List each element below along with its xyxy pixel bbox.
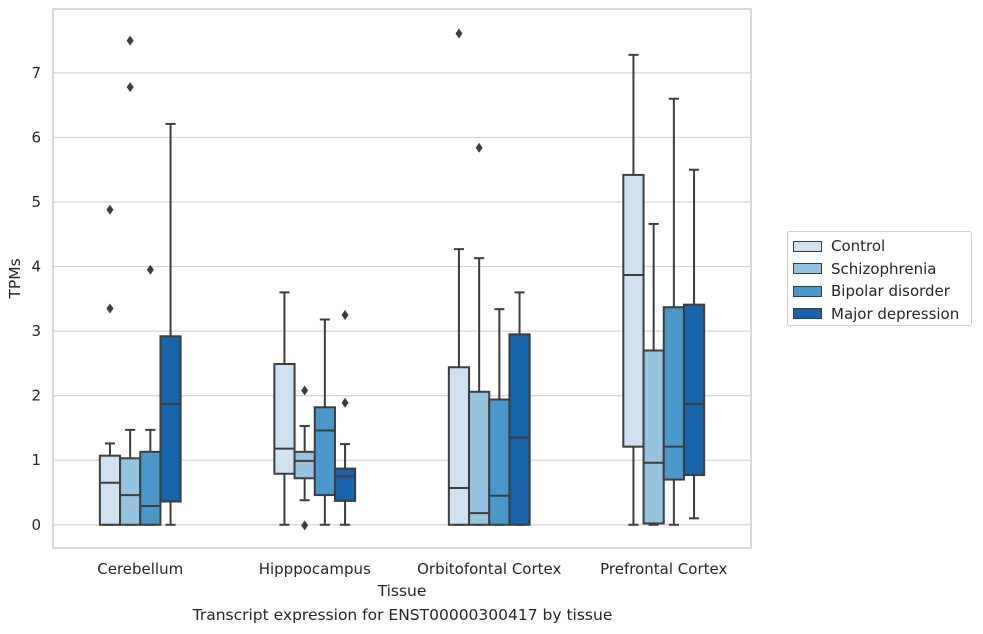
y-axis-label: TPMs: [6, 258, 24, 299]
box-body: [488, 398, 511, 526]
box-major-depression: [682, 168, 706, 520]
box-body: [508, 333, 531, 526]
legend-swatch: [793, 308, 822, 319]
outlier-point: [106, 303, 114, 314]
y-tick-label: 7: [31, 64, 41, 82]
x-tick-label: Cerebellum: [97, 560, 183, 578]
legend-item: Control: [793, 236, 885, 256]
box-body: [273, 363, 296, 475]
y-tick-label: 5: [31, 193, 41, 211]
box-body: [662, 306, 685, 481]
x-tick-label: Orbitofontal Cortex: [417, 560, 561, 578]
legend-item: Schizophrenia: [793, 259, 936, 279]
outlier-point: [106, 204, 114, 215]
box-major-depression: [508, 291, 531, 526]
legend-label: Control: [831, 237, 886, 255]
outlier-point: [301, 385, 309, 396]
box-body: [642, 349, 665, 525]
box-body: [139, 450, 162, 526]
y-tick-label: 3: [31, 322, 41, 340]
outlier-point: [126, 35, 134, 46]
box-control: [98, 204, 122, 526]
boxes: [98, 28, 706, 531]
y-tick-label: 1: [31, 451, 41, 469]
legend-swatch: [793, 240, 822, 252]
outlier-point: [475, 142, 483, 153]
axis-ticks: 0 1 2 3 4 5 6 7 Cerebellum Hipppocampus Orbitofont…: [31, 64, 727, 578]
box-major-depression: [159, 122, 182, 526]
box-bipolar-disorder: [662, 97, 685, 526]
y-tick-label: 4: [31, 258, 41, 276]
box-body: [98, 454, 122, 526]
x-axis-label: Tissue: [377, 582, 427, 600]
box-schizophrenia: [642, 222, 665, 526]
outlier-point: [455, 28, 463, 39]
box-body: [447, 366, 471, 526]
box-body: [293, 450, 316, 480]
box-body: [313, 406, 336, 497]
y-tick-label: 6: [31, 128, 41, 146]
box-body: [468, 390, 491, 526]
outlier-point: [301, 520, 309, 531]
legend-item: Major depression: [793, 304, 959, 324]
legend-label: Schizophrenia: [831, 259, 937, 278]
y-tick-label: 2: [31, 387, 41, 405]
box-major-depression: [333, 309, 357, 526]
box-body: [119, 457, 142, 526]
legend-label: Bipolar disorder: [831, 282, 950, 300]
box-body: [333, 467, 357, 502]
legend-label: Major depression: [831, 304, 960, 323]
box-body: [622, 173, 645, 448]
legend: Control Schizophrenia Bipolar disorder Majo…: [787, 231, 972, 326]
chart-caption: Transcript expression for ENST0000030041…: [192, 606, 613, 624]
box-control: [273, 291, 296, 526]
box-bipolar-disorder: [313, 318, 336, 526]
box-control: [447, 28, 471, 526]
outlier-point: [341, 397, 349, 408]
box-schizophrenia: [293, 385, 316, 531]
x-tick-label: Hipppocampus: [259, 560, 371, 578]
box-bipolar-disorder: [488, 308, 511, 526]
legend-swatch: [793, 285, 822, 297]
box-body: [682, 303, 706, 477]
box-body: [159, 335, 182, 503]
outlier-point: [341, 309, 349, 320]
outlier-point: [126, 82, 134, 93]
y-tick-label: 0: [31, 516, 41, 534]
outlier-point: [146, 264, 154, 275]
box-schizophrenia: [119, 35, 142, 526]
plot-frame: [52, 8, 752, 549]
x-tick-label: Prefrontal Cortex: [600, 560, 727, 578]
box-schizophrenia: [468, 142, 491, 526]
legend-swatch: [793, 263, 822, 274]
box-control: [622, 53, 645, 526]
legend-item: Bipolar disorder: [793, 281, 950, 301]
box-bipolar-disorder: [139, 264, 162, 526]
